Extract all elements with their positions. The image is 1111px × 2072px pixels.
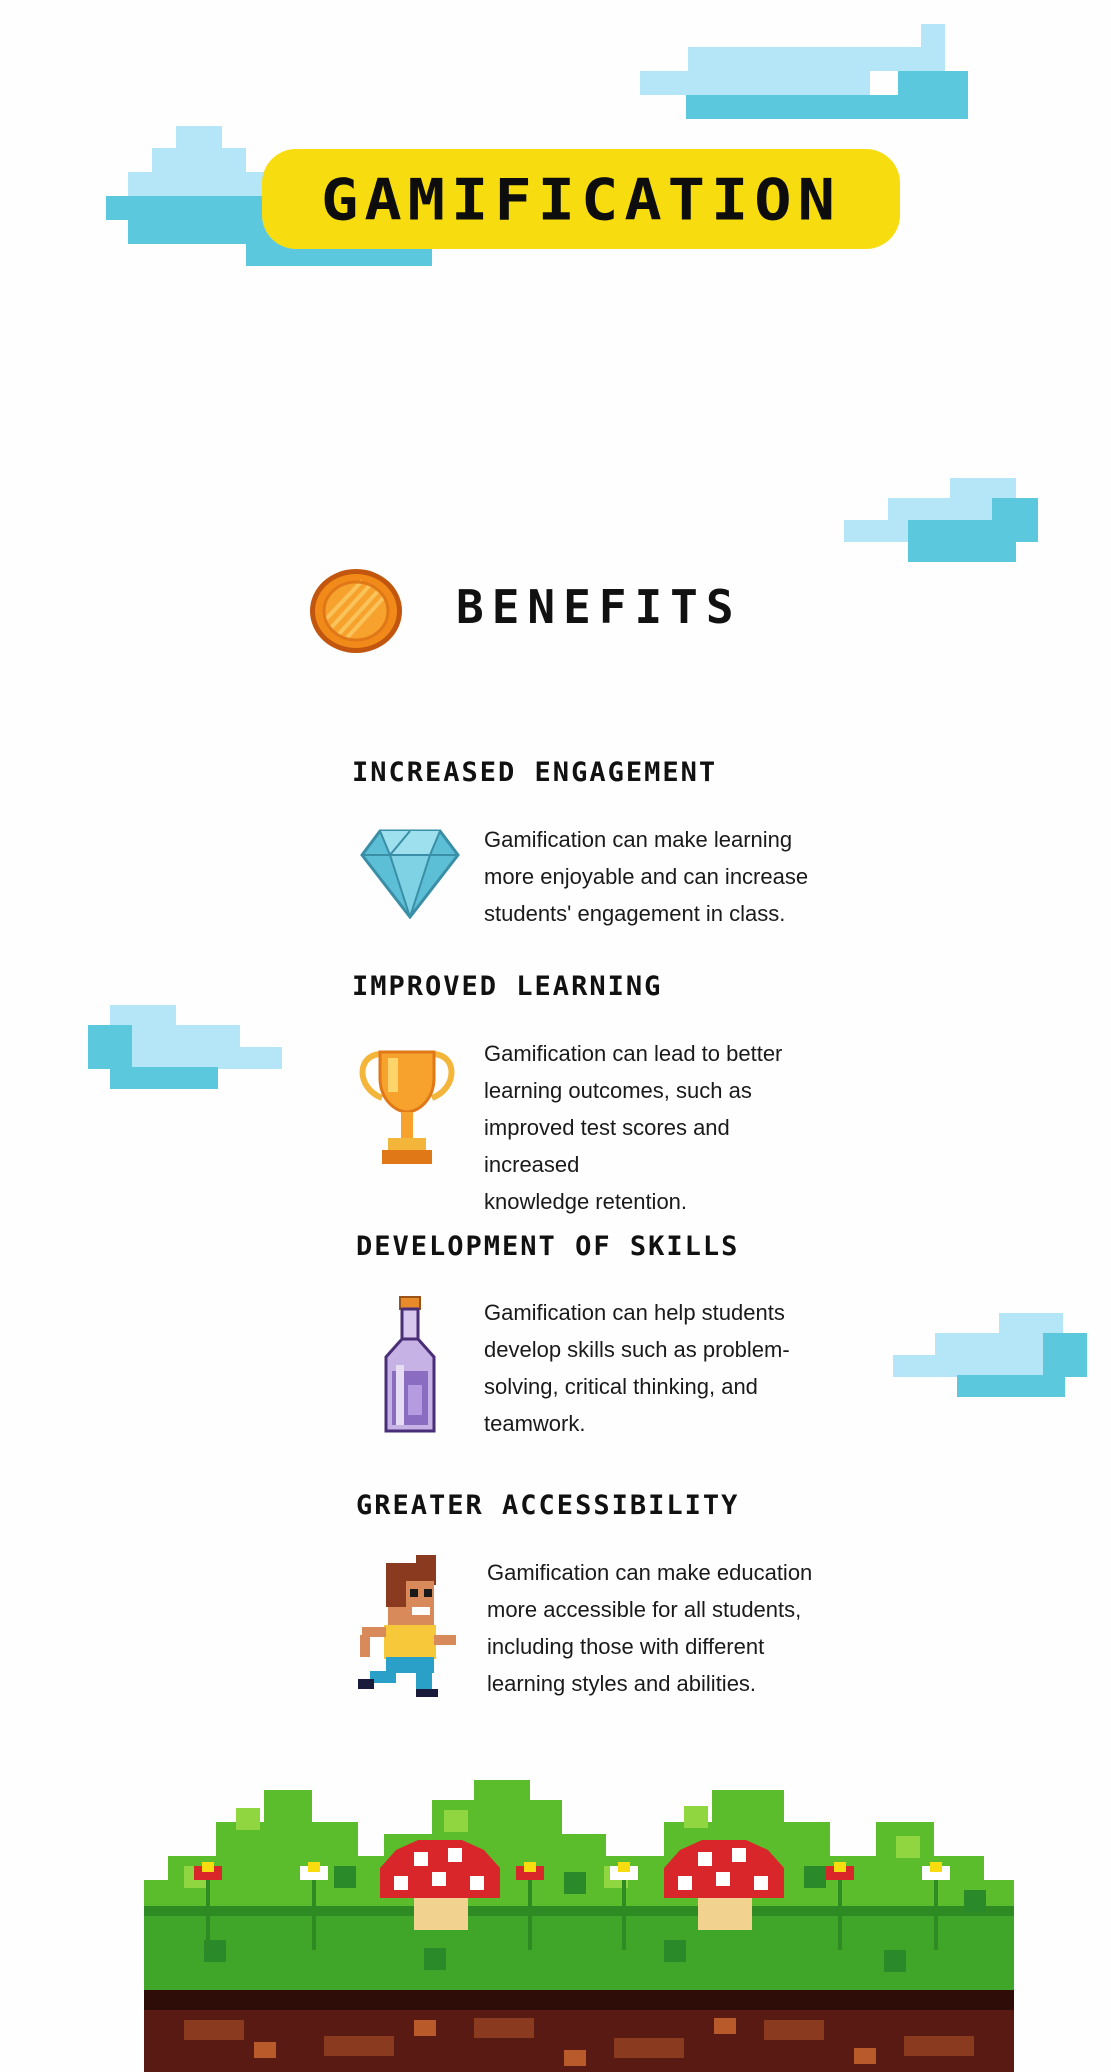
- cloud-top-right: [640, 24, 968, 119]
- body-line: Gamification can lead to better: [484, 1041, 783, 1066]
- body-line: develop skills such as problem-: [484, 1337, 790, 1362]
- heading-increased-engagement: INCREASED ENGAGEMENT: [352, 757, 718, 788]
- body-line: learning styles and abilities.: [487, 1671, 757, 1696]
- body-development-of-skills: Gamification can help students develop s…: [484, 1294, 814, 1442]
- trophy-icon: [359, 1050, 455, 1164]
- cloud-mid-left: [88, 1005, 282, 1089]
- body-line: learning outcomes, such as: [484, 1078, 752, 1103]
- body-line: including those with different: [487, 1634, 765, 1659]
- body-line: teamwork.: [484, 1411, 586, 1436]
- body-line: students' engagement in class.: [484, 901, 786, 926]
- title-banner: GAMIFICATION: [262, 149, 900, 249]
- potion-bottle-icon: [384, 1296, 436, 1433]
- page-title: GAMIFICATION: [321, 165, 841, 233]
- body-line: more accessible for all students,: [487, 1597, 802, 1622]
- heading-development-of-skills: DEVELOPMENT OF SKILLS: [356, 1231, 740, 1262]
- body-line: Gamification can make learning: [484, 827, 793, 852]
- body-line: more enjoyable and can increase: [484, 864, 809, 889]
- running-boy-icon: [358, 1555, 456, 1697]
- benefits-title: BENEFITS: [456, 580, 742, 634]
- body-line: improved test scores and increased: [484, 1115, 730, 1177]
- diamond-icon: [360, 829, 460, 919]
- body-line: Gamification can make education: [487, 1560, 813, 1585]
- body-line: solving, critical thinking, and: [484, 1374, 758, 1399]
- body-increased-engagement: Gamification can make learning more enjo…: [484, 821, 814, 932]
- cloud-lower-right: [893, 1313, 1087, 1397]
- body-improved-learning: Gamification can lead to better learning…: [484, 1035, 814, 1220]
- pixel-landscape-illustration: [144, 1780, 1014, 2072]
- body-line: Gamification can help students: [484, 1300, 785, 1325]
- body-greater-accessibility: Gamification can make education more acc…: [487, 1554, 817, 1702]
- coin-icon: [310, 569, 402, 653]
- heading-greater-accessibility: GREATER ACCESSIBILITY: [356, 1490, 740, 1521]
- body-line: knowledge retention.: [484, 1189, 688, 1214]
- cloud-mid-right: [844, 478, 1038, 562]
- heading-improved-learning: IMPROVED LEARNING: [352, 971, 663, 1002]
